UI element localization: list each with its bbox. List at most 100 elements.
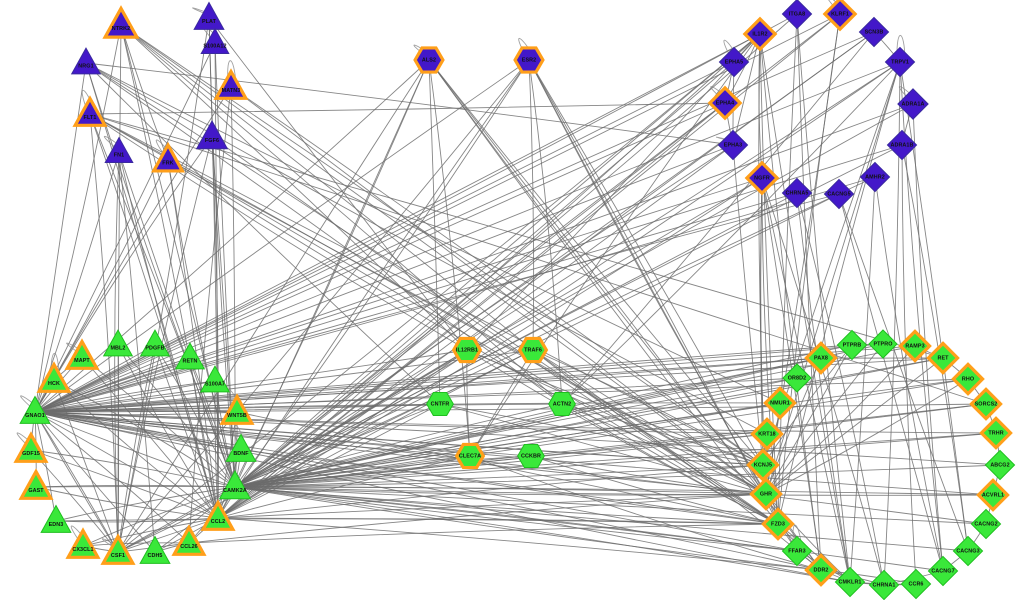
node-triangle-shape[interactable] (102, 5, 140, 39)
node-triangle-shape[interactable] (195, 119, 229, 150)
node-triangle-shape[interactable] (18, 468, 54, 500)
node-triangle-shape[interactable] (200, 499, 236, 531)
node-triangle-shape[interactable] (200, 27, 230, 55)
node-hexagon-shape[interactable] (517, 336, 549, 364)
node-diamond-shape[interactable] (782, 363, 812, 393)
node-diamond-shape[interactable] (763, 386, 797, 420)
node-diamond-shape[interactable] (781, 535, 813, 567)
graph-edge (796, 192, 851, 583)
node-diamond-shape[interactable] (926, 341, 960, 375)
node-diamond-shape[interactable] (718, 46, 750, 78)
node-diamond-shape[interactable] (951, 362, 985, 396)
node-triangle-shape[interactable] (13, 431, 49, 463)
graph-edge (34, 380, 216, 413)
graph-edge (34, 402, 781, 413)
node-triangle-shape[interactable] (40, 504, 72, 533)
graph-edge (234, 357, 822, 488)
graph-node[interactable]: IL12RB1 (451, 336, 483, 364)
node-diamond-shape[interactable] (984, 449, 1016, 481)
node-diamond-shape[interactable] (898, 329, 932, 363)
graph-edge (234, 403, 563, 488)
node-diamond-shape[interactable] (976, 478, 1010, 512)
node-triangle-shape[interactable] (174, 342, 206, 370)
graph-node[interactable]: ESR2 (513, 46, 545, 74)
graph-edge (217, 517, 822, 571)
graph-edge (240, 449, 779, 525)
node-diamond-shape[interactable] (858, 16, 890, 48)
node-diamond-shape[interactable] (761, 507, 795, 541)
node-triangle-shape[interactable] (70, 47, 102, 75)
node-diamond-shape[interactable] (781, 0, 813, 30)
node-diamond-shape[interactable] (897, 88, 929, 120)
graph-edge (188, 493, 767, 544)
node-diamond-shape[interactable] (804, 341, 838, 375)
graph-edge (34, 411, 156, 553)
node-triangle-shape[interactable] (171, 524, 207, 556)
node-triangle-shape[interactable] (104, 136, 134, 164)
node-diamond-shape[interactable] (781, 177, 813, 209)
node-hexagon-shape[interactable] (451, 336, 483, 364)
node-hexagon-shape[interactable] (548, 391, 576, 417)
node-triangle-shape[interactable] (139, 535, 171, 564)
node-diamond-shape[interactable] (749, 477, 783, 511)
node-diamond-shape[interactable] (746, 448, 780, 482)
graph-node[interactable]: ALS2 (413, 46, 445, 74)
node-diamond-shape[interactable] (836, 329, 868, 361)
node-diamond-shape[interactable] (750, 417, 784, 451)
node-diamond-shape[interactable] (886, 129, 918, 161)
node-triangle-shape[interactable] (139, 329, 171, 357)
node-diamond-shape[interactable] (970, 508, 1002, 540)
node-diamond-shape[interactable] (707, 85, 743, 121)
node-triangle-shape[interactable] (225, 433, 257, 462)
node-diamond-shape[interactable] (804, 553, 838, 587)
graph-edge (34, 411, 764, 466)
node-triangle-shape[interactable] (219, 393, 255, 425)
graph-edge (34, 176, 876, 413)
node-triangle-shape[interactable] (199, 365, 231, 393)
node-triangle-shape[interactable] (150, 141, 186, 173)
node-diamond-shape[interactable] (717, 129, 749, 161)
graph-edge (34, 411, 1001, 466)
node-triangle-shape[interactable] (193, 1, 225, 30)
node-diamond-shape[interactable] (823, 178, 855, 210)
node-triangle-shape[interactable] (213, 68, 249, 100)
node-hexagon-shape[interactable] (426, 391, 454, 417)
graph-edge (217, 403, 441, 519)
graph-edge (217, 349, 534, 519)
graph-node[interactable]: CLEC7A (454, 442, 486, 470)
node-diamond-shape[interactable] (952, 535, 984, 567)
node-triangle-shape[interactable] (72, 95, 108, 127)
graph-edge (120, 24, 764, 466)
node-hexagon-shape[interactable] (517, 443, 545, 469)
node-diamond-shape[interactable] (979, 416, 1013, 450)
node-triangle-shape[interactable] (218, 469, 252, 500)
node-diamond-shape[interactable] (859, 161, 891, 193)
graph-edge (117, 349, 534, 553)
node-diamond-shape[interactable] (884, 46, 916, 78)
node-triangle-shape[interactable] (65, 527, 101, 559)
node-diamond-shape[interactable] (969, 387, 1003, 421)
graph-edge (838, 193, 969, 552)
graph-edge (117, 344, 219, 519)
node-diamond-shape[interactable] (742, 16, 778, 52)
node-diamond-shape[interactable] (822, 0, 858, 32)
node-diamond-shape[interactable] (927, 555, 959, 587)
graph-edge (777, 13, 798, 525)
node-triangle-shape[interactable] (100, 533, 136, 565)
node-diamond-shape[interactable] (900, 568, 932, 600)
node-diamond-shape[interactable] (834, 566, 866, 598)
node-diamond-shape[interactable] (868, 329, 898, 359)
node-hexagon-shape[interactable] (413, 46, 445, 74)
node-triangle-shape[interactable] (64, 338, 100, 370)
graph-node[interactable]: TRAF6 (517, 336, 549, 364)
node-triangle-shape[interactable] (102, 329, 134, 357)
graph-edge (234, 486, 994, 496)
node-hexagon-shape[interactable] (454, 442, 486, 470)
node-triangle-shape[interactable] (36, 361, 72, 393)
graph-edge (34, 62, 87, 413)
node-hexagon-shape[interactable] (513, 46, 545, 74)
node-triangle-shape[interactable] (19, 395, 51, 424)
node-diamond-shape[interactable] (744, 160, 780, 196)
